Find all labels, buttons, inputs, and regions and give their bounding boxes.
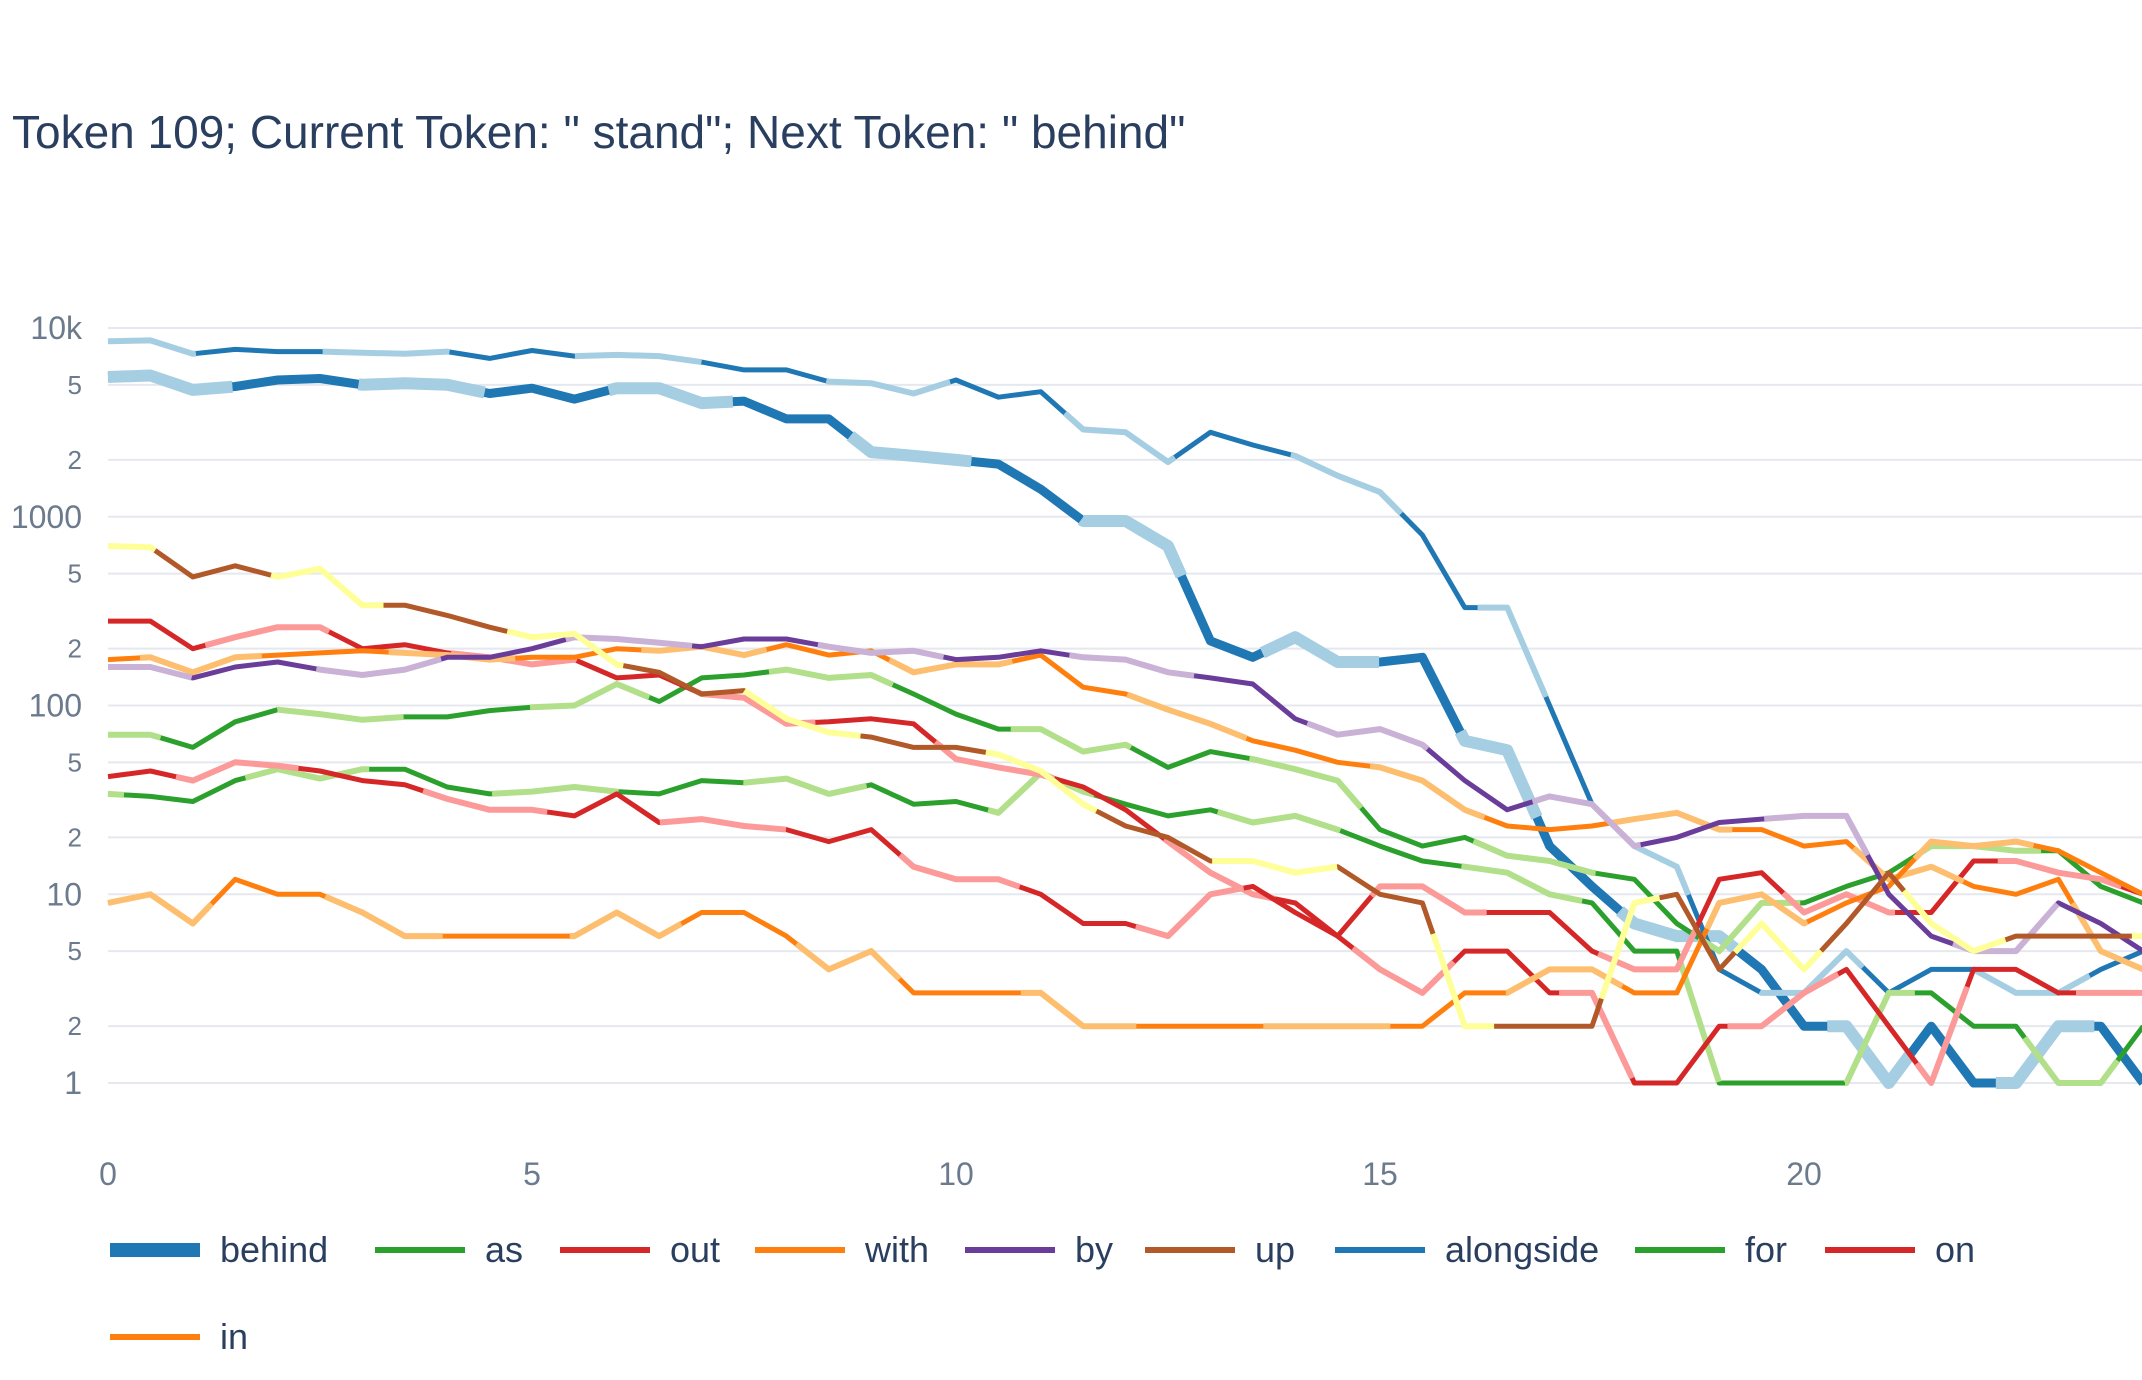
legend-swatch [965, 1247, 1055, 1253]
y-tick-label: 10k [30, 310, 83, 346]
x-tick-label: 10 [938, 1156, 974, 1192]
legend-item-in[interactable]: in [110, 1302, 248, 1372]
line-chart: 1 10 100 1000 10k 2 5 2 5 2 5 2 5 0 5 10 15 20 [11, 310, 2142, 1192]
y-tick-label: 2 [68, 634, 82, 664]
legend-label: in [220, 1316, 249, 1357]
legend-swatch [1145, 1247, 1235, 1253]
series-line-up-highlight [107, 543, 2142, 1030]
legend-label: on [1935, 1229, 1976, 1270]
legend-label: with [865, 1229, 930, 1270]
series-behind [107, 369, 2142, 1089]
legend-swatch [110, 1243, 200, 1257]
legend-item-up[interactable]: up [1145, 1215, 1295, 1285]
series-as [108, 666, 2142, 955]
legend-label: up [1255, 1229, 1296, 1270]
y-tick-label: 5 [68, 370, 82, 400]
x-tick-label: 0 [99, 1156, 117, 1192]
x-tick-label: 15 [1362, 1156, 1398, 1192]
chart-title: Token 109; Current Token: " stand"; Next… [12, 106, 1186, 158]
legend-label: as [485, 1229, 524, 1270]
series-out [108, 618, 2142, 973]
x-tick-label: 5 [523, 1156, 541, 1192]
series-line-behind-highlight [107, 369, 2142, 1089]
grid-lines [108, 327, 2142, 1084]
series-on [107, 759, 2142, 1086]
legend-swatch [110, 1334, 200, 1340]
legend-swatch [1335, 1247, 1425, 1253]
legend-label: by [1075, 1229, 1114, 1270]
legend-swatch [1635, 1247, 1725, 1253]
legend-item-with[interactable]: with [755, 1215, 929, 1285]
y-tick-label: 2 [68, 445, 82, 475]
series-line-by [108, 634, 2142, 954]
series-line-as-highlight [108, 666, 2142, 955]
legend-swatch [375, 1247, 465, 1253]
series-up [107, 543, 2142, 1030]
y-tick-label: 100 [29, 688, 82, 724]
series-for [107, 766, 2142, 1086]
legend-label: for [1745, 1229, 1788, 1270]
x-tick-label: 20 [1786, 1156, 1822, 1192]
legend-label: behind [220, 1229, 329, 1270]
legend-item-for[interactable]: for [1635, 1215, 1787, 1285]
legend-item-on[interactable]: on [1825, 1215, 1975, 1285]
y-tick-label: 10 [46, 876, 82, 912]
legend-item-by[interactable]: by [965, 1215, 1113, 1285]
series-line-by-highlight [108, 634, 2142, 955]
series-line-out-highlight [108, 618, 2142, 973]
x-axis-ticks: 0 5 10 15 20 [99, 1156, 1822, 1192]
legend-item-as[interactable]: as [375, 1215, 523, 1285]
legend-swatch [560, 1247, 650, 1253]
y-tick-label: 1000 [11, 499, 82, 535]
series-by [108, 634, 2142, 955]
series-lines [107, 337, 2142, 1089]
legend-item-alongside[interactable]: alongside [1335, 1215, 1599, 1285]
series-line-on-highlight [107, 759, 2142, 1086]
y-tick-label: 1 [64, 1065, 82, 1101]
legend-label: out [670, 1229, 721, 1270]
legend-item-behind[interactable]: behind [110, 1215, 328, 1285]
series-line-for [107, 766, 2142, 1086]
y-axis-ticks: 1 10 100 1000 10k 2 5 2 5 2 5 2 5 [11, 310, 83, 1101]
series-line-out [108, 618, 2142, 972]
legend-label: alongside [1445, 1229, 1600, 1270]
series-line-in-highlight [107, 838, 2142, 1030]
y-tick-label: 5 [68, 747, 82, 777]
legend-swatch [1825, 1247, 1915, 1253]
y-tick-label: 5 [68, 936, 82, 966]
y-tick-label: 2 [68, 1011, 82, 1041]
legend-item-out[interactable]: out [560, 1215, 720, 1285]
series-in [107, 838, 2142, 1030]
legend-swatch [755, 1247, 845, 1253]
y-tick-label: 2 [68, 822, 82, 852]
y-tick-label: 5 [68, 559, 82, 589]
